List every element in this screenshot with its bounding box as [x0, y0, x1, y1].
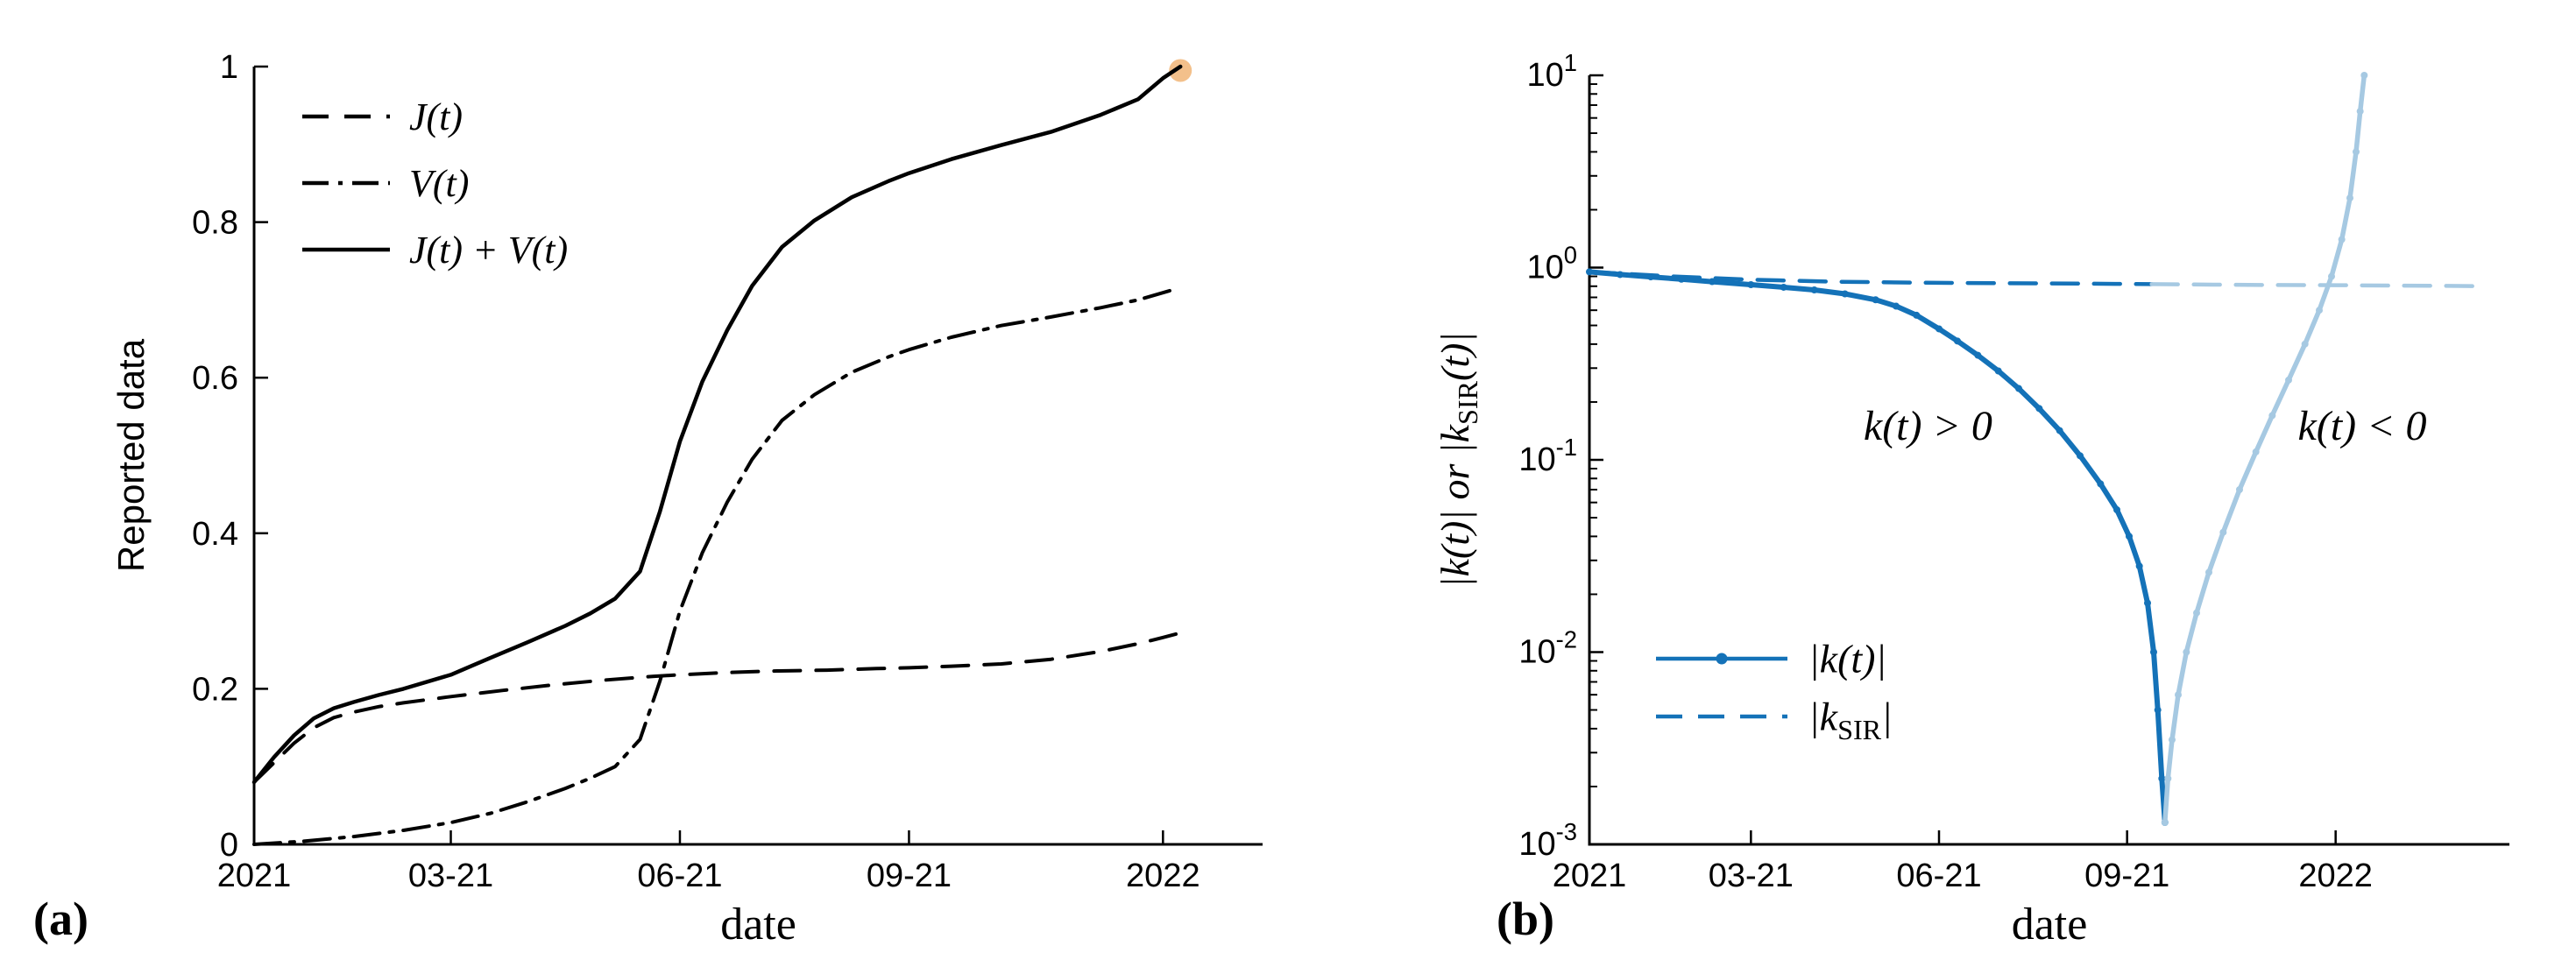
series-marker-dot	[1810, 286, 1818, 294]
panel-a-label: (a)	[33, 893, 88, 945]
chart-a: 2021 03-21 06-21 09-21 2022 0 0.2 0.4 0.6 0.8 1 J(t…	[110, 49, 1263, 949]
axis-spines	[1588, 75, 2509, 846]
series-marker-dot	[2356, 108, 2364, 116]
legend-label: |k(t)|	[1808, 637, 1886, 681]
series-marker-dot	[1709, 278, 1716, 286]
series-marker-dot	[2056, 427, 2063, 434]
x-axis-label: date	[720, 900, 796, 949]
series-marker-dot	[2219, 528, 2227, 536]
series-marker-dot	[2205, 568, 2212, 576]
y-tick-label: 0.4	[192, 516, 238, 553]
series-marker-dot	[2135, 562, 2143, 570]
series-marker-dot	[2316, 307, 2323, 314]
annotation: k(t) < 0	[2298, 403, 2427, 449]
series-marker-dot	[2161, 818, 2169, 826]
series-marker-dot	[2301, 340, 2309, 348]
x-tick-label: 09-21	[2084, 858, 2169, 894]
chart-b: 2021 03-21 06-21 09-21 2022 101 100 10-1 10-2 10-…	[1433, 49, 2509, 949]
x-tick-label: 06-21	[1896, 858, 1981, 894]
series-marker-dot	[2175, 691, 2182, 699]
x-axis-label: date	[2012, 900, 2088, 949]
y-tick-label: 10-3	[1518, 818, 1577, 863]
series-marker-dot	[2252, 448, 2260, 455]
series-marker-dot	[1678, 275, 1685, 283]
series-marker-dot	[1747, 281, 1755, 289]
series-line	[252, 631, 1183, 784]
y-tick-label: 0.8	[192, 205, 238, 242]
y-tick-label: 100	[1527, 241, 1578, 286]
series-marker-dot	[2183, 648, 2190, 656]
series-marker-dot	[2236, 486, 2243, 494]
series-marker-dot	[2077, 452, 2084, 460]
y-tick-label: 1	[220, 49, 238, 86]
series-marker-dot	[2346, 194, 2353, 202]
series-marker-dot	[2164, 774, 2172, 782]
series-line	[251, 64, 1183, 785]
panel-b-label: (b)	[1497, 893, 1554, 945]
series-marker-dot	[2150, 648, 2157, 656]
legend-label: J(t)	[409, 95, 463, 138]
legend-label: J(t) + V(t)	[409, 229, 568, 272]
series-marker-dot	[1994, 367, 2002, 375]
x-tick-label: 2021	[1553, 858, 1627, 894]
y-tick-label: 0.6	[192, 360, 238, 397]
annotation: k(t) > 0	[1864, 403, 1992, 449]
series-marker-dot	[2144, 599, 2151, 607]
series-marker-dot	[1872, 296, 1879, 304]
series-marker-dot	[2169, 736, 2176, 744]
series-marker-dot	[2360, 72, 2368, 79]
series-marker-dot	[1647, 273, 1654, 281]
series-marker-dot	[2015, 385, 2022, 392]
series-marker-dot	[1893, 302, 1900, 310]
series-marker-dot	[1780, 283, 1787, 291]
y-tick-label: 101	[1527, 49, 1578, 94]
y-tick-label: 10-1	[1518, 434, 1577, 478]
series-marker-dot	[1841, 290, 1849, 298]
y-tick-label: 0.2	[192, 671, 238, 708]
series-marker-dot	[1954, 337, 1961, 345]
x-tick-label: 03-21	[408, 858, 493, 894]
x-tick-label: 2021	[217, 858, 292, 894]
series-marker-dot	[2035, 405, 2043, 413]
series-marker-dot	[2193, 609, 2200, 617]
y-tick-label: 0	[220, 827, 238, 864]
legend-label: V(t)	[409, 162, 469, 205]
series-line	[2162, 73, 2367, 825]
x-tick-label: 06-21	[637, 858, 722, 894]
legend-label: |kSIR|	[1808, 695, 1893, 745]
series-marker-dot	[2328, 272, 2335, 280]
y-axis-label: |k(t)| or |kSIR(t)|	[1433, 332, 1483, 588]
series-marker-dot	[2268, 412, 2276, 420]
x-tick-label: 09-21	[867, 858, 952, 894]
x-tick-label: 2022	[1126, 858, 1200, 894]
series-marker-dot	[2154, 706, 2162, 714]
series-marker-dot	[2338, 236, 2346, 244]
legend-marker-dot	[1716, 653, 1728, 665]
y-tick-label: 10-2	[1518, 625, 1577, 670]
x-tick-label: 03-21	[1709, 858, 1794, 894]
y-axis-label: Reported data	[110, 338, 152, 572]
series-marker-dot	[1974, 351, 1982, 359]
series-marker-dot	[1617, 271, 1624, 279]
series-marker-dot	[2353, 148, 2360, 156]
series-marker-dot	[2113, 505, 2120, 513]
axis-spines	[252, 67, 1263, 846]
series-marker-dot	[2285, 376, 2292, 384]
series-marker-dot	[2126, 533, 2133, 540]
series-marker-dot	[1913, 311, 1921, 319]
series-line	[252, 287, 1178, 846]
series-marker-dot	[2158, 774, 2166, 782]
x-tick-label: 2022	[2298, 858, 2373, 894]
series-marker-dot	[2097, 480, 2105, 488]
series-line	[2149, 282, 2485, 289]
series-marker-dot	[1936, 325, 1943, 333]
series-marker-dot	[1586, 268, 1593, 276]
endpoint-marker	[1169, 59, 1192, 82]
